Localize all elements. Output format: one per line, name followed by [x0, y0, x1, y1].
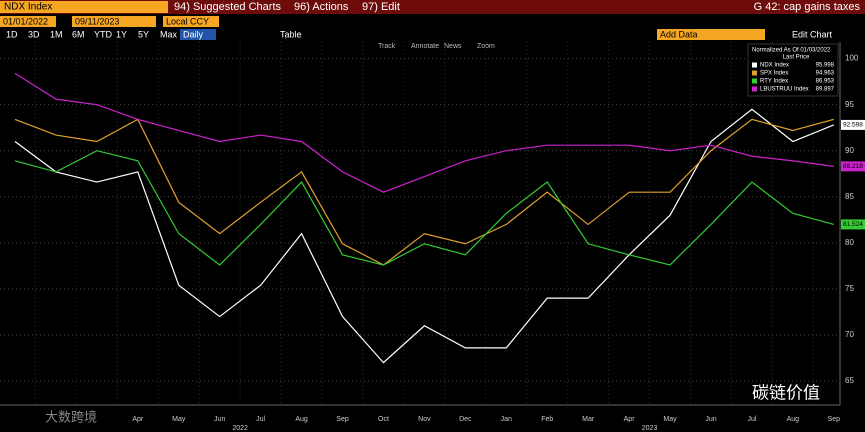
- x-tick-label: May: [663, 416, 677, 423]
- x-tick-label: Apr: [132, 416, 144, 423]
- legend-label: NDX Index: [760, 63, 789, 69]
- last-price-tag: [841, 219, 865, 230]
- legend-label: RTY Index: [760, 79, 788, 85]
- y-tick-label: 65: [845, 376, 854, 385]
- add-data: Add Data: [660, 29, 698, 39]
- y-tick-label: 100: [845, 54, 859, 63]
- currency: Local CCY: [166, 16, 209, 26]
- legend-swatch: [752, 86, 757, 92]
- menu-item[interactable]: 97) Edit: [362, 1, 400, 13]
- currency-box[interactable]: [163, 16, 219, 27]
- series-line: [14, 118, 834, 266]
- legend-value: 94.963: [816, 71, 835, 77]
- y-tick-label: 80: [845, 238, 854, 247]
- legend-label: LBUSTRUU Index: [760, 87, 809, 93]
- x-tick-label: Sep: [336, 416, 349, 423]
- end-date: 09/11/2023: [75, 16, 119, 26]
- menu-item[interactable]: 96) Actions: [294, 1, 349, 13]
- x-tick-label: Jan: [501, 416, 512, 423]
- tool-button[interactable]: News: [444, 43, 462, 50]
- x-tick-label: Oct: [378, 416, 389, 423]
- last-price-label: 81.524: [843, 221, 863, 228]
- y-tick-label: 95: [845, 100, 854, 109]
- x-tick-label: Jul: [747, 416, 756, 423]
- x-tick-label: Dec: [459, 416, 472, 423]
- legend-title: Normalized As Of 01/03/2022: [752, 48, 831, 54]
- series-line: [14, 108, 835, 364]
- range-button[interactable]: 5Y: [138, 29, 149, 39]
- security: NDX Index: [4, 2, 52, 13]
- last-price-tag: [841, 161, 865, 172]
- x-tick-label: Jun: [214, 416, 225, 423]
- x-tick-label: Jul: [256, 416, 265, 423]
- x-tick-label: Mar: [582, 416, 595, 423]
- range-button[interactable]: 1M: [50, 29, 63, 39]
- date-box[interactable]: [0, 16, 56, 27]
- y-tick-label: 70: [845, 330, 854, 339]
- range-button[interactable]: 6M: [72, 29, 85, 39]
- legend-swatch: [752, 78, 757, 84]
- last-price-tag: [841, 119, 865, 130]
- frequency-box[interactable]: [180, 29, 216, 40]
- last-price-label: 92.598: [843, 122, 863, 129]
- add-data-box[interactable]: [657, 29, 765, 40]
- legend-value: 89.897: [816, 87, 835, 93]
- range-button[interactable]: 1D: [6, 29, 18, 39]
- legend-label: SPX Index: [760, 71, 788, 77]
- series-line: [14, 72, 834, 193]
- date-box[interactable]: [72, 16, 156, 27]
- x-tick-label: Feb: [541, 416, 553, 423]
- x-tick-label: Jun: [705, 416, 716, 423]
- security-box[interactable]: [0, 1, 168, 13]
- function: G 42: cap gains taxes: [754, 1, 861, 13]
- legend-box: [747, 43, 839, 97]
- start-date: 01/01/2022: [3, 16, 48, 26]
- range-button[interactable]: Max: [160, 29, 178, 39]
- range-button[interactable]: YTD: [94, 29, 113, 39]
- y-tick-label: 90: [845, 146, 854, 155]
- y-tick-label: 85: [845, 192, 854, 201]
- legend-swatch: [752, 70, 757, 76]
- series-line: [14, 150, 834, 266]
- x-tick-label: Sep: [828, 416, 841, 423]
- last-price-label: 88.218: [843, 163, 863, 170]
- edit-chart[interactable]: Edit Chart: [792, 29, 833, 39]
- x-tick-label: Aug: [787, 416, 800, 423]
- frequency: Daily: [183, 29, 204, 39]
- x-group-label: 2023: [642, 425, 658, 432]
- menu-item[interactable]: 94) Suggested Charts: [174, 1, 282, 13]
- watermark: 碳链价值: [752, 383, 820, 402]
- x-tick-label: Aug: [295, 416, 308, 423]
- top-bar: [0, 0, 865, 14]
- y-tick-label: 75: [845, 284, 854, 293]
- range-button[interactable]: 1Y: [116, 29, 127, 39]
- table-button[interactable]: Table: [280, 29, 302, 39]
- range-button[interactable]: 3D: [28, 29, 40, 39]
- x-group-label: 2022: [232, 425, 248, 432]
- legend-value: 86.953: [816, 79, 835, 85]
- tool-button[interactable]: Annotate: [411, 43, 439, 50]
- legend-swatch: [752, 62, 757, 68]
- tool-button[interactable]: Track: [378, 43, 396, 50]
- legend-subtitle: Last Price: [783, 55, 810, 61]
- x-tick-label: Apr: [624, 416, 636, 423]
- x-tick-label: May: [172, 416, 186, 423]
- x-tick-label: Nov: [418, 416, 431, 423]
- legend-value: 95.998: [816, 63, 835, 69]
- watermark: 大数跨境: [45, 409, 97, 424]
